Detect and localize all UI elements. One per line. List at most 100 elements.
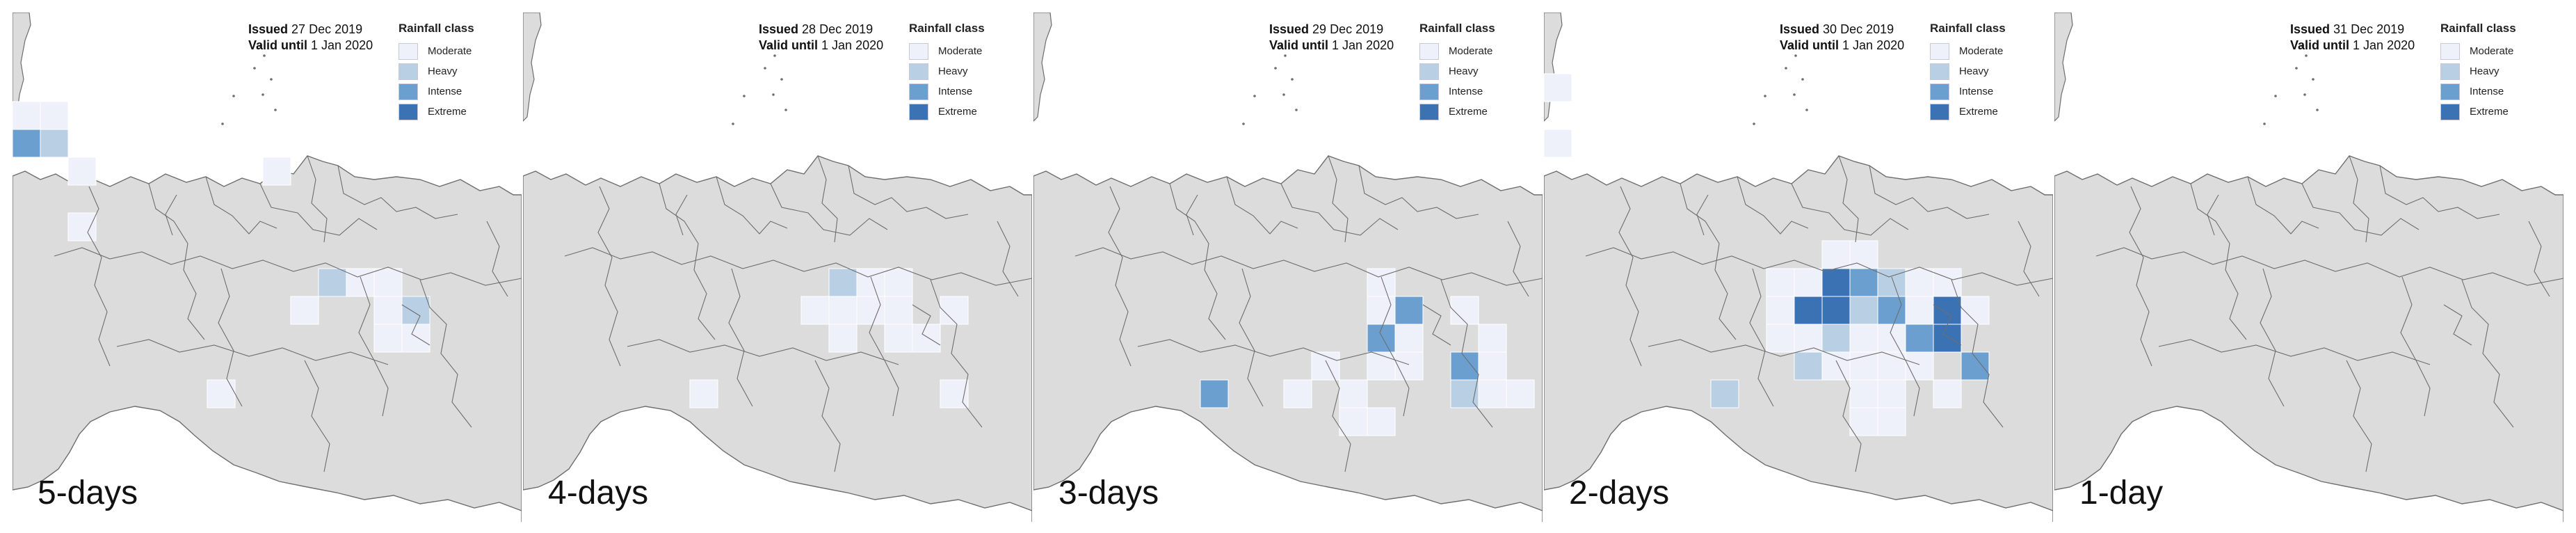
small-island [263, 54, 266, 57]
small-island [1282, 93, 1285, 96]
rainfall-cell-moderate [912, 324, 941, 353]
lead-time-label: 1-day [2079, 475, 2164, 511]
rainfall-cell-moderate [401, 324, 430, 353]
issued-info: Issued 28 Dec 2019 Valid until 1 Jan 2020 [759, 22, 883, 54]
legend-label: Heavy [1449, 65, 1479, 77]
small-island [1805, 109, 1808, 111]
rainfall-cell-heavy [828, 268, 858, 297]
rainfall-cell-moderate [1905, 351, 1934, 381]
legend-label: Heavy [938, 65, 968, 77]
map-java-island [1033, 13, 1543, 522]
legend-label: Heavy [428, 65, 458, 77]
small-island [1793, 93, 1796, 96]
legend-title: Rainfall class [2440, 22, 2516, 35]
legend-label: Extreme [428, 106, 467, 118]
island-northwest [1033, 13, 1052, 122]
rainfall-cell-extreme [1933, 296, 1962, 325]
forecast-panel: Issued 29 Dec 2019 Valid until 1 Jan 2020… [1033, 13, 1543, 522]
rainfall-cell-moderate [1905, 268, 1934, 297]
small-island [772, 93, 775, 96]
small-island [274, 109, 277, 111]
issued-line: Issued 30 Dec 2019 [1780, 22, 1904, 38]
rainfall-cell-moderate [884, 324, 913, 353]
legend-row-intense: Intense [1419, 81, 1495, 102]
legend-row-moderate: Moderate [1930, 41, 2006, 61]
legend-title: Rainfall class [1419, 22, 1495, 35]
valid-date: 1 Jan 2020 [821, 38, 884, 52]
legend-label: Moderate [428, 45, 472, 57]
legend-row-extreme: Extreme [399, 102, 474, 122]
small-island [1291, 78, 1294, 81]
legend-row-heavy: Heavy [2440, 61, 2516, 81]
rainfall-legend: Rainfall class Moderate Heavy Intense Extrem… [2440, 22, 2516, 122]
forecast-panel: Issued 31 Dec 2019 Valid until 1 Jan 2020… [2054, 13, 2563, 522]
small-island [261, 93, 264, 96]
rainfall-cell-moderate [1877, 379, 1906, 408]
legend-label: Moderate [938, 45, 983, 57]
rainfall-cell-moderate [1478, 351, 1507, 381]
legend-label: Intense [428, 86, 462, 97]
valid-line: Valid until 1 Jan 2020 [2290, 38, 2415, 54]
legend-label: Moderate [1449, 45, 1493, 57]
small-island [232, 95, 235, 97]
legend-row-intense: Intense [2440, 81, 2516, 102]
legend-swatch [399, 63, 418, 80]
rainfall-cell-moderate [689, 379, 718, 408]
rainfall-cell-moderate [1766, 324, 1795, 353]
land-mass [2054, 155, 2563, 522]
rainfall-cell-intense [1200, 379, 1229, 408]
issued-label: Issued [248, 22, 289, 36]
map-java-island [2054, 13, 2563, 522]
issued-label: Issued [2290, 22, 2331, 36]
province-borders [1585, 155, 2053, 472]
rainfall-cell-moderate [1849, 240, 1878, 269]
rainfall-legend: Rainfall class Moderate Heavy Intense Extrem… [1930, 22, 2006, 122]
valid-label: Valid until [2290, 38, 2350, 52]
forecast-panel: Issued 30 Dec 2019 Valid until 1 Jan 2020… [1544, 13, 2053, 522]
rainfall-cell-intense [1394, 296, 1424, 325]
legend-label: Intense [1449, 86, 1483, 97]
small-island [1753, 122, 1755, 125]
valid-line: Valid until 1 Jan 2020 [248, 38, 373, 54]
map-java-island [1544, 13, 2053, 522]
legend-swatch [909, 83, 928, 100]
rainfall-cell-moderate [1794, 324, 1823, 353]
rainfall-cell-moderate [290, 296, 319, 325]
legend-swatch [1930, 63, 1949, 80]
rainfall-cell-moderate [940, 296, 969, 325]
small-island [1242, 122, 1245, 125]
rainfall-cell-moderate [67, 157, 97, 186]
small-island [773, 54, 776, 57]
province-borders [54, 155, 522, 472]
valid-line: Valid until 1 Jan 2020 [1780, 38, 1904, 54]
rainfall-cell-moderate [1877, 407, 1906, 436]
province-borders [1074, 155, 1543, 472]
rainfall-cell-moderate [1339, 407, 1368, 436]
small-island [2301, 45, 2303, 47]
rainfall-cell-moderate [1450, 296, 1479, 325]
rainfall-cell-moderate [800, 296, 830, 325]
rainfall-cell-moderate [1311, 351, 1340, 381]
issued-date: 27 Dec 2019 [291, 22, 363, 36]
issued-line: Issued 29 Dec 2019 [1269, 22, 1394, 38]
island-northwest [523, 13, 542, 122]
rainfall-cell-heavy [1849, 296, 1878, 325]
land-mass [13, 155, 522, 522]
map-java-island [13, 13, 522, 522]
rainfall-cell-intense [1961, 351, 1990, 381]
legend-swatch [399, 42, 418, 60]
rainfall-cell-moderate [67, 212, 97, 241]
issued-date: 28 Dec 2019 [802, 22, 874, 36]
legend-label: Intense [938, 86, 973, 97]
legend-swatch [1419, 103, 1439, 120]
province-borders [2095, 155, 2563, 472]
small-island [221, 122, 224, 125]
rainfall-cell-moderate [1394, 351, 1424, 381]
issued-label: Issued [759, 22, 799, 36]
rainfall-cell-moderate [1766, 268, 1795, 297]
rainfall-cell-moderate [856, 296, 885, 325]
legend-label: Heavy [2470, 65, 2499, 77]
rainfall-cell-heavy [1710, 379, 1739, 408]
rainfall-cell-moderate [1794, 268, 1823, 297]
